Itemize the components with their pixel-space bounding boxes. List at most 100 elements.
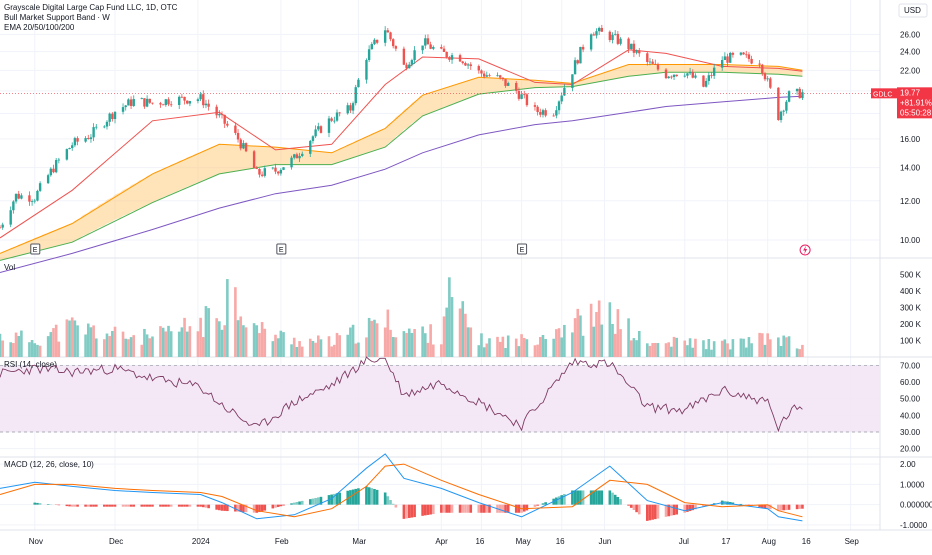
- macd-histogram-bar: [352, 490, 355, 505]
- candle-body: [183, 97, 185, 101]
- volume-bar: [261, 322, 264, 357]
- volume-bar: [290, 344, 293, 357]
- candle-body: [338, 112, 340, 113]
- candle-body: [657, 64, 659, 69]
- candle-body: [758, 64, 760, 65]
- macd-histogram-bar: [71, 505, 74, 507]
- candle-body: [673, 75, 675, 77]
- volume-bar: [301, 347, 304, 357]
- candle-body: [199, 94, 201, 99]
- volume-bar: [15, 333, 18, 357]
- volume-bar: [788, 336, 791, 357]
- candle-body: [240, 139, 242, 148]
- candle-body: [638, 50, 640, 53]
- volume-bar: [114, 327, 117, 357]
- candle-body: [167, 99, 169, 104]
- macd-histogram-bar: [90, 505, 93, 507]
- candle-body: [392, 39, 394, 46]
- candle-body: [365, 60, 367, 80]
- candle-body: [633, 44, 635, 53]
- volume-bar: [777, 337, 780, 357]
- macd-histogram-bar: [264, 505, 267, 511]
- candle-body: [130, 99, 132, 106]
- candle-body: [349, 105, 351, 110]
- candle-body: [55, 160, 57, 172]
- candle-body: [684, 76, 686, 77]
- volume-bar: [189, 326, 192, 357]
- volume-bar: [486, 343, 489, 357]
- volume-bar: [346, 335, 349, 357]
- price-tick-label: 22.00: [900, 66, 921, 75]
- price-tick-label: 12.00: [900, 197, 921, 206]
- volume-bar: [555, 329, 558, 357]
- volume-bar: [483, 347, 486, 357]
- volume-bar: [686, 345, 689, 357]
- candle-body: [451, 55, 453, 60]
- rsi-pane-label: RSI (14, close): [4, 360, 57, 369]
- earnings-marker-label: E: [33, 247, 38, 254]
- macd-histogram-bar: [780, 505, 783, 511]
- candle-body: [654, 64, 656, 65]
- candle-body: [467, 64, 469, 65]
- macd-histogram-bar: [796, 505, 799, 510]
- candle-body: [427, 38, 429, 44]
- volume-bar: [459, 309, 462, 357]
- macd-histogram-bar: [215, 505, 218, 510]
- candle-body: [34, 201, 36, 202]
- candle-body: [726, 56, 728, 62]
- volume-tick-label: 500 K: [900, 271, 922, 280]
- macd-histogram-bar: [146, 505, 149, 507]
- volume-bar: [405, 333, 408, 357]
- volume-bar: [451, 297, 454, 357]
- volume-bar: [0, 334, 1, 357]
- candle-body: [611, 35, 613, 40]
- volume-bar: [36, 345, 39, 357]
- macd-histogram-bar: [483, 505, 486, 513]
- macd-histogram-bar: [370, 488, 373, 505]
- volume-bar: [761, 333, 764, 357]
- volume-bar: [274, 335, 277, 357]
- macd-histogram-bar: [186, 505, 189, 507]
- macd-histogram-bar: [189, 505, 192, 507]
- macd-histogram-bar: [39, 503, 42, 504]
- volume-bar: [370, 321, 373, 357]
- candle-body: [264, 168, 266, 176]
- volume-bar: [47, 336, 50, 357]
- volume-bar: [609, 302, 612, 357]
- volume-bar: [536, 345, 539, 357]
- macd-histogram-bar: [614, 495, 617, 505]
- volume-bar: [272, 341, 275, 357]
- candle-body: [395, 46, 397, 49]
- volume-bar: [544, 339, 547, 357]
- volume-bar: [197, 331, 200, 357]
- volume-bar: [766, 333, 769, 357]
- macd-histogram-bar: [280, 505, 283, 507]
- volume-bar: [226, 279, 229, 357]
- candle-body: [165, 99, 167, 105]
- volume-bar: [713, 341, 716, 357]
- candle-body: [74, 138, 76, 145]
- candle-body: [670, 77, 672, 78]
- candle-body: [558, 101, 560, 110]
- volume-bar: [424, 333, 427, 357]
- macd-histogram-bar: [665, 505, 668, 517]
- candle-body: [376, 40, 378, 43]
- macd-histogram-bar: [443, 505, 446, 513]
- volume-bar: [181, 327, 184, 357]
- candle-body: [0, 228, 1, 229]
- volume-bar: [579, 315, 582, 357]
- volume-bar: [368, 318, 371, 357]
- candle-body: [689, 72, 691, 73]
- volume-bar: [542, 335, 545, 357]
- candle-body: [47, 175, 49, 183]
- volume-bar: [745, 348, 748, 357]
- volume-bar: [296, 347, 299, 357]
- macd-histogram-bar: [558, 496, 561, 504]
- time-axis-label: 16: [475, 537, 484, 546]
- candle-body: [515, 83, 517, 91]
- candle-body: [143, 98, 145, 106]
- indicator-band-label: Bull Market Support Band · W: [4, 13, 177, 23]
- candle-body: [571, 74, 573, 88]
